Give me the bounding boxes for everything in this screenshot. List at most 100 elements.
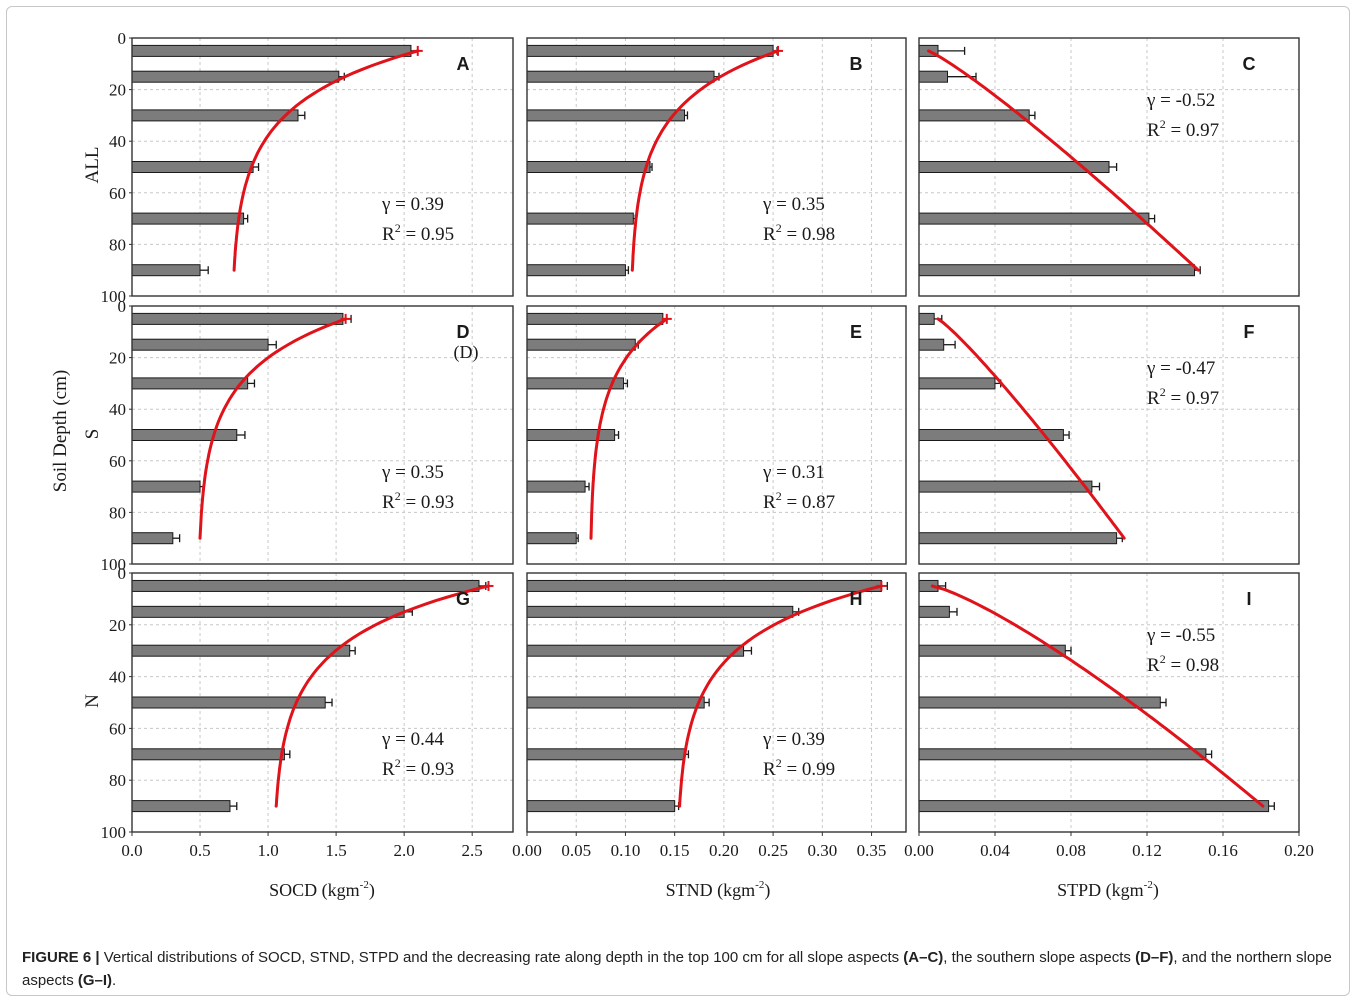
fit-curve — [630, 49, 780, 272]
y-tick-label: 20 — [109, 81, 126, 100]
panel-letter-d: D — [457, 322, 470, 342]
row-label-n: N — [82, 694, 103, 708]
bar — [526, 429, 616, 441]
fit-curve — [930, 584, 1265, 808]
gamma-label: γ = 0.39 — [762, 729, 825, 750]
bar — [131, 264, 201, 277]
bar — [918, 109, 1030, 122]
r-squared-label: R2 = 0.98 — [763, 221, 835, 245]
y-tick-label: 20 — [109, 616, 126, 635]
caption-text-3: , and the northern slope aspects — [22, 949, 1332, 989]
bar — [131, 579, 480, 592]
panel-letter-a: A — [457, 54, 470, 74]
gamma-label: γ = 0.39 — [381, 194, 444, 215]
gamma-label: γ = 0.44 — [381, 729, 444, 750]
panel-extra-label: (D) — [454, 342, 479, 363]
panel-d: D(D) γ = 0.35 R2 = 0.93 0 20 40 60 80 100 — [101, 297, 514, 574]
x-tick-label: 0.0 — [121, 841, 142, 860]
bar — [526, 338, 636, 351]
r-squared-label: R2 = 0.97 — [1147, 117, 1219, 141]
panel-frame — [131, 572, 514, 833]
bar — [918, 480, 1093, 493]
bar — [526, 696, 705, 709]
x-tick-label: 0.05 — [561, 841, 591, 860]
r-squared-label: R2 = 0.98 — [1147, 652, 1219, 676]
y-tick-label: 60 — [109, 452, 126, 471]
panel-letter-b: B — [850, 54, 863, 74]
x-tick-label: 0.25 — [758, 841, 788, 860]
r-squared-label: R2 = 0.95 — [382, 221, 454, 245]
row-label-s: S — [82, 429, 103, 440]
bar — [918, 748, 1207, 761]
fit-curve — [936, 317, 1126, 540]
bar — [526, 480, 586, 493]
x-axis-label-socd: SOCD (kgm-2) — [269, 879, 375, 901]
caption-ref-d-f: (D–F) — [1135, 949, 1174, 966]
gamma-label: γ = 0.35 — [762, 194, 825, 215]
bar — [526, 109, 686, 122]
bar — [131, 70, 340, 83]
r-squared-label: R2 = 0.97 — [1147, 385, 1219, 409]
x-tick-label: 1.0 — [257, 841, 278, 860]
r-squared-label: R2 = 0.93 — [382, 756, 454, 780]
x-tick-label: 0.04 — [980, 841, 1010, 860]
x-tick-label: 0.15 — [660, 841, 690, 860]
bar — [131, 532, 174, 545]
bar — [526, 605, 794, 618]
bar — [526, 44, 774, 57]
panel-b: Bγ = 0.35 R2 = 0.98 — [526, 37, 907, 297]
fit-curve — [232, 49, 420, 272]
bar — [131, 429, 238, 441]
bar — [918, 70, 948, 83]
panel-letter-i: I — [1246, 589, 1251, 609]
bar — [131, 44, 412, 57]
caption-text-4: . — [112, 972, 117, 989]
bar — [526, 212, 634, 225]
bar — [918, 312, 935, 325]
bar — [131, 377, 249, 390]
caption-text-1: Vertical distributions of SOCD, STND, ST… — [99, 949, 904, 966]
r-squared-label: R2 = 0.99 — [763, 756, 835, 780]
y-tick-label: 100 — [101, 287, 127, 306]
y-tick-label: 0 — [118, 29, 127, 48]
panel-e: Eγ = 0.31 R2 = 0.87 — [526, 305, 907, 565]
y-tick-label: 60 — [109, 719, 126, 738]
x-tick-label: 0.35 — [857, 841, 887, 860]
figure-6-panels: Aγ = 0.39 R2 = 0.95 0 20 40 60 80 100 Bγ = 0.35 R… — [50, 29, 1314, 901]
bar — [526, 161, 651, 173]
bar — [526, 800, 676, 813]
bar — [526, 644, 745, 657]
x-tick-label: 0.20 — [709, 841, 739, 860]
panel-frame — [526, 572, 907, 833]
x-tick-label: 2.0 — [394, 841, 415, 860]
row-label-all: ALL — [82, 147, 103, 184]
caption-ref-a-c: (A–C) — [903, 949, 944, 966]
bar — [131, 605, 405, 618]
caption-text-2: , the southern slope aspects — [943, 949, 1136, 966]
panel-frame — [918, 305, 1300, 565]
bar — [526, 312, 664, 325]
caption-label: FIGURE 6 | — [22, 949, 100, 966]
panel-letter-e: E — [850, 322, 862, 342]
x-tick-label: 2.5 — [462, 841, 483, 860]
fit-curve — [589, 317, 669, 540]
y-tick-label: 80 — [109, 235, 126, 254]
bar — [131, 109, 299, 122]
x-tick-label: 0.00 — [512, 841, 542, 860]
bar — [526, 377, 624, 390]
x-tick-label: 0.10 — [611, 841, 641, 860]
y-tick-label: 0 — [118, 564, 127, 583]
x-tick-label: 1.5 — [325, 841, 346, 860]
panel-i: Iγ = -0.55 R2 = 0.98 0.00 0.04 0.08 0.12 0.16 0… — [904, 572, 1314, 860]
fit-curve — [678, 584, 883, 808]
bar — [131, 644, 351, 657]
bar — [918, 644, 1066, 657]
bar — [918, 605, 950, 618]
r-squared-label: R2 = 0.87 — [763, 489, 835, 513]
gamma-label: γ = -0.47 — [1146, 358, 1215, 379]
x-axis-label-stpd: STPD (kgm-2) — [1057, 879, 1159, 901]
figure-frame — [6, 6, 1350, 996]
x-tick-label: 0.12 — [1132, 841, 1162, 860]
panel-frame — [918, 572, 1300, 833]
